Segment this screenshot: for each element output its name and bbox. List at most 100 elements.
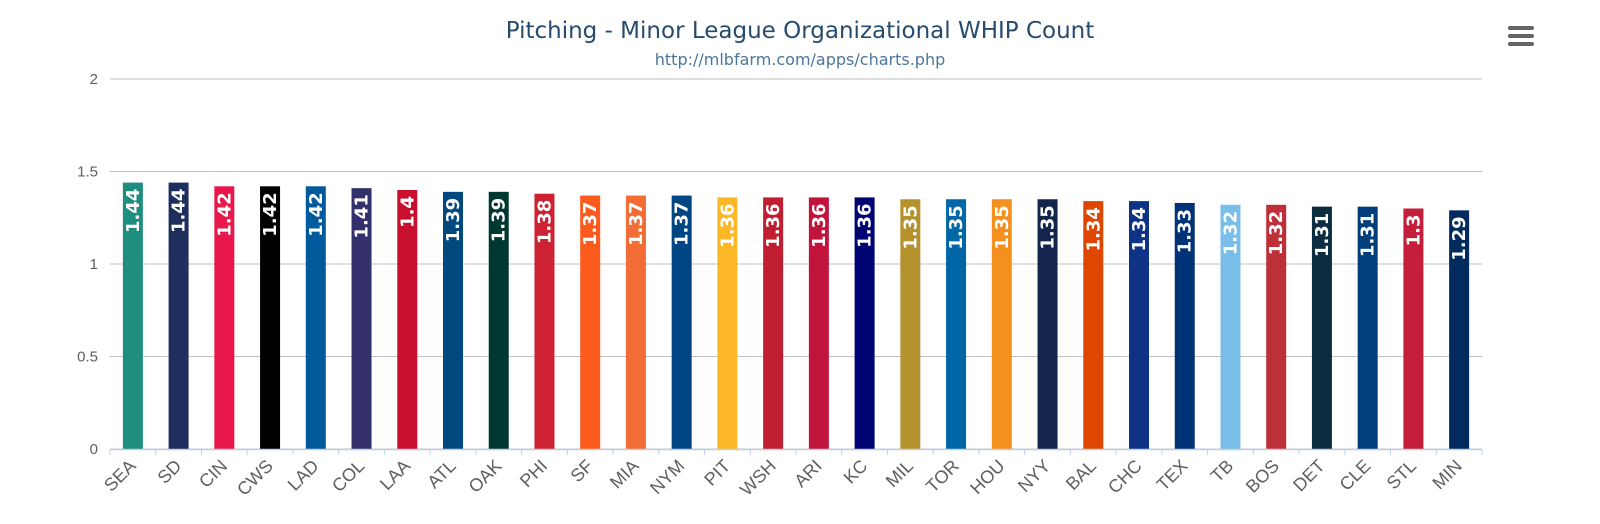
bar-sf[interactable]: [580, 195, 601, 449]
data-label: 1.33: [1175, 209, 1196, 253]
y-axis-ticks: 0 0.5 1 1.5 2: [77, 71, 98, 458]
data-label: 1.42: [306, 192, 327, 236]
bar-tex[interactable]: [1174, 202, 1195, 449]
bar-atl[interactable]: [443, 191, 463, 449]
x-tick-label: SF: [567, 456, 597, 486]
data-label: 1.37: [672, 202, 693, 246]
x-tick-label: SD: [154, 456, 186, 488]
bar-mia[interactable]: [625, 195, 646, 449]
bar-mil[interactable]: [900, 199, 921, 449]
x-tick-label: PIT: [700, 456, 734, 490]
x-tick-label: KC: [840, 456, 872, 488]
x-tick-label: OAK: [465, 456, 506, 497]
data-label: 1.31: [1312, 213, 1333, 257]
chart-title: Pitching - Minor League Organizational W…: [505, 18, 1095, 44]
x-tick-label: ATL: [423, 456, 460, 493]
x-tick-label: CLE: [1336, 456, 1375, 495]
x-tick-label: CWS: [233, 456, 277, 500]
data-label: 1.32: [1266, 211, 1287, 255]
bar-bal[interactable]: [1083, 201, 1104, 449]
x-tick-label: TOR: [922, 456, 963, 497]
bars: 1.44 1.44 1.42 1.42 1.42 1.41 1.4 1.39 1.39 1.38 1…: [122, 182, 1470, 450]
data-label: 1.36: [717, 203, 738, 247]
bar-sd[interactable]: [168, 182, 189, 449]
x-tick-label: NYM: [646, 456, 688, 498]
data-label: 1.35: [1038, 205, 1059, 249]
bar-nym[interactable]: [671, 195, 692, 449]
hamburger-line-icon: [1508, 26, 1534, 30]
bar-ari[interactable]: [808, 197, 829, 449]
x-tick-label: STL: [1383, 456, 1420, 493]
data-label: 1.32: [1220, 211, 1241, 255]
bar-lad[interactable]: [305, 186, 326, 450]
data-label: 1.36: [763, 203, 784, 247]
data-label: 1.3: [1403, 215, 1424, 247]
hamburger-line-icon: [1508, 42, 1534, 46]
chart-subtitle[interactable]: http://mlbfarm.com/apps/charts.php: [654, 50, 946, 69]
bar-det[interactable]: [1311, 206, 1332, 449]
bar-hou[interactable]: [991, 199, 1012, 449]
x-tick-label: MIL: [882, 456, 917, 491]
bar-cin[interactable]: [214, 186, 235, 450]
x-tick-label: TB: [1207, 456, 1237, 486]
y-tick-label: 0: [90, 441, 98, 458]
bar-col[interactable]: [351, 188, 372, 449]
data-label: 1.34: [1083, 207, 1104, 251]
data-label: 1.36: [855, 203, 876, 247]
data-label: 1.39: [443, 198, 464, 242]
data-label: 1.42: [260, 192, 281, 236]
bar-kc[interactable]: [854, 197, 875, 449]
x-tick-label: MIA: [606, 456, 643, 493]
bar-sea[interactable]: [122, 182, 143, 449]
y-tick-label: 2: [90, 71, 98, 88]
bar-tb[interactable]: [1220, 204, 1241, 449]
x-tick-label: BAL: [1062, 456, 1100, 494]
bar-chc[interactable]: [1129, 201, 1149, 449]
bar-min[interactable]: [1449, 210, 1470, 449]
chart-menu-button[interactable]: [1508, 26, 1534, 48]
bar-tor[interactable]: [946, 199, 967, 449]
x-tick-label: TEX: [1153, 456, 1192, 495]
data-label: 1.34: [1129, 207, 1150, 251]
x-tick-label: COL: [328, 456, 368, 496]
data-label: 1.36: [809, 203, 830, 247]
x-tick-label: SEA: [100, 456, 140, 496]
x-tick-label: DET: [1289, 456, 1329, 496]
bar-cle[interactable]: [1357, 206, 1378, 449]
bar-cws[interactable]: [260, 186, 281, 450]
x-tick-label: CIN: [195, 456, 231, 492]
data-label: 1.4: [397, 196, 418, 228]
bar-stl[interactable]: [1403, 208, 1424, 450]
x-tick-label: HOU: [966, 456, 1008, 498]
data-label: 1.37: [580, 202, 601, 246]
x-tick-label: LAD: [284, 456, 323, 495]
y-tick-label: 1: [90, 256, 98, 273]
bar-wsh[interactable]: [763, 197, 784, 449]
bar-nyy[interactable]: [1037, 199, 1058, 449]
hamburger-line-icon: [1508, 34, 1534, 38]
x-tick-label: PHI: [516, 456, 551, 491]
data-label: 1.44: [169, 189, 190, 233]
data-label: 1.35: [946, 205, 967, 249]
y-tick-label: 0.5: [77, 349, 98, 366]
data-label: 1.44: [123, 189, 144, 233]
x-tick-label: NYY: [1014, 456, 1054, 496]
x-tick-label: ARI: [790, 456, 825, 491]
data-label: 1.42: [214, 192, 235, 236]
data-label: 1.35: [992, 205, 1013, 249]
bar-laa[interactable]: [397, 190, 418, 449]
x-tick-label: LAA: [376, 456, 414, 494]
x-tick-label: MIN: [1428, 456, 1465, 493]
y-tick-label: 1.5: [77, 164, 98, 181]
x-tick-label: CHC: [1104, 456, 1146, 498]
data-label: 1.37: [626, 202, 647, 246]
bar-pit[interactable]: [717, 197, 738, 449]
data-label: 1.39: [489, 198, 510, 242]
data-label: 1.41: [352, 194, 373, 238]
data-label: 1.31: [1358, 213, 1379, 257]
bar-bos[interactable]: [1266, 204, 1287, 449]
data-label: 1.29: [1449, 216, 1470, 260]
bar-phi[interactable]: [534, 193, 555, 449]
bar-oak[interactable]: [488, 191, 509, 449]
